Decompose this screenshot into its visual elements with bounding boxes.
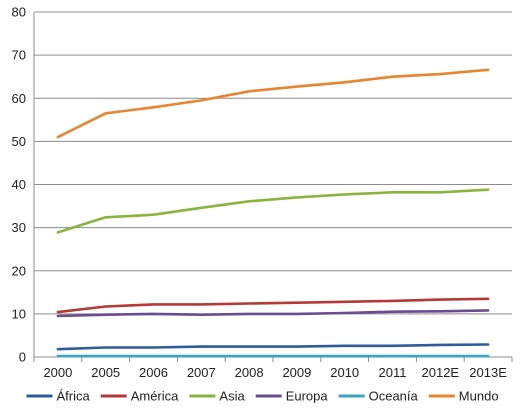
- x-tick-label: 2013E: [469, 365, 507, 380]
- legend-label: Mundo: [459, 389, 499, 404]
- series-line-europa: [56, 309, 490, 318]
- series-line-mundo: [56, 68, 490, 139]
- axes: [33, 12, 513, 362]
- legend-label: América: [131, 389, 179, 404]
- y-tick-label: 50: [12, 134, 26, 149]
- x-tick-label: 2008: [235, 365, 264, 380]
- y-tick-label: 30: [12, 220, 26, 235]
- x-tick-label: 2011: [379, 365, 407, 380]
- y-tick-label: 20: [12, 263, 26, 278]
- y-tick-label: 10: [12, 306, 26, 321]
- y-tick-label: 60: [12, 91, 26, 106]
- y-tick-label: 80: [12, 5, 26, 20]
- legend-entry: Europa: [255, 389, 329, 404]
- legend-entry: Mundo: [428, 389, 499, 404]
- series-line-africa: [56, 343, 490, 351]
- x-tick-label: 2010: [330, 365, 359, 380]
- legend-label: Oceanía: [369, 389, 419, 404]
- series-lines: [56, 68, 490, 358]
- y-tick-label: 70: [12, 48, 26, 63]
- legend-label: África: [57, 389, 91, 404]
- x-tick-label: 2000: [43, 365, 72, 380]
- y-tick-label: 0: [19, 350, 26, 365]
- legend-entry: Asia: [189, 389, 245, 404]
- x-tick-label: 2007: [187, 365, 216, 380]
- series-line-asia: [56, 188, 490, 234]
- y-axis-tick-labels: 0 10 20 30 40 50 60 70 80: [12, 5, 26, 365]
- x-tick-label: 2009: [282, 365, 311, 380]
- legend-entry: Oceanía: [338, 389, 419, 404]
- x-axis-tick-labels: 2000 2005 2006 2007 2008 2009 2010 2011 2012E 201…: [43, 365, 507, 380]
- y-tick-label: 40: [12, 177, 26, 192]
- series-line-america: [56, 297, 490, 314]
- x-tick-label: 2005: [91, 365, 120, 380]
- x-tick-label: 2012E: [422, 365, 460, 380]
- legend: África América Asia Europa Oceanía Mundo: [26, 389, 499, 404]
- legend-entry: África: [26, 389, 91, 404]
- x-tick-label: 2006: [139, 365, 168, 380]
- legend-entry: América: [100, 389, 179, 404]
- gridlines: [34, 11, 512, 315]
- legend-label: Asia: [219, 389, 245, 404]
- legend-label: Europa: [286, 389, 329, 404]
